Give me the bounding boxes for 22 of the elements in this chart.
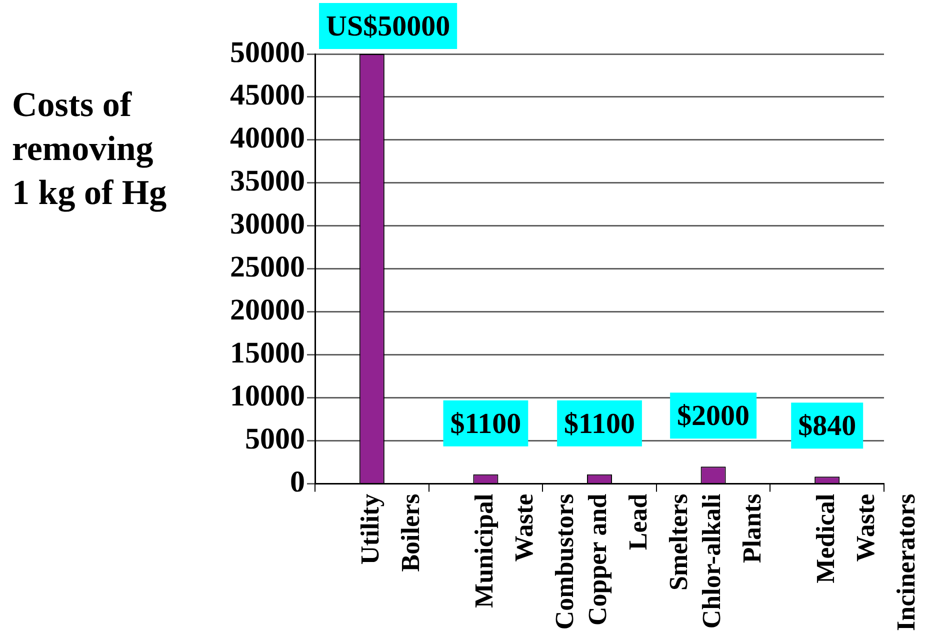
data-label: $1100 [450,408,522,440]
y-tick-label: 0 [290,466,305,499]
y-tick-label: 10000 [230,380,305,413]
data-label: $840 [798,410,856,442]
y-tick-label: 50000 [230,36,305,69]
y-tick-label: 15000 [230,336,305,370]
data-label: $1100 [564,408,635,440]
x-tick-label: Municipal Waste Combustors [469,494,580,630]
data-label: $2000 [677,400,750,432]
x-tick-label: Medical Waste Incinerators [810,494,920,632]
x-tick-label: Copper and Lead Smelters [583,493,693,626]
y-tick-label: 40000 [230,122,305,155]
y-tick-label: 25000 [230,250,305,284]
data-label: US$50000 [326,10,450,42]
x-tick-label: Utility Boilers [356,494,425,572]
x-tick-label: Chlor-alkali Plants [697,494,766,629]
y-tick-label: 45000 [230,78,305,112]
y-tick-label: 5000 [245,422,305,456]
y-axis-title: Costs of removing 1 kg of Hg [12,84,168,214]
y-tick-label: 30000 [230,208,305,241]
y-tick-label: 35000 [230,164,305,198]
y-tick-label: 20000 [230,294,305,327]
